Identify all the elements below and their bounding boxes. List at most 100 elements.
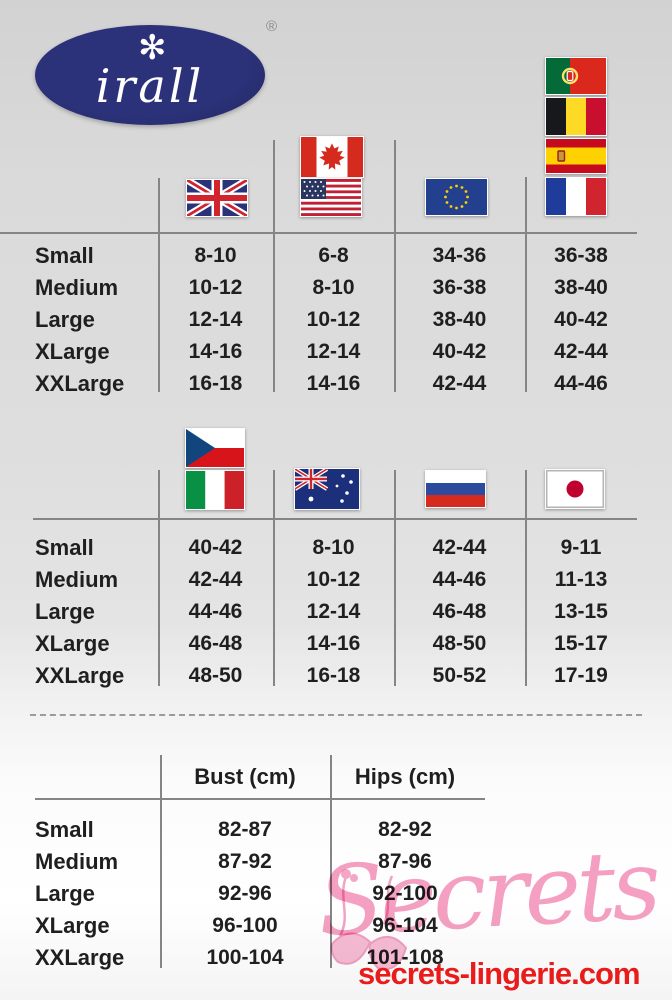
table1-header-line <box>0 232 637 234</box>
size-label: Medium <box>35 275 119 300</box>
flag-australia-icon <box>294 468 360 510</box>
size-value: 14-16 <box>188 340 243 363</box>
table-row: XXLarge 48-50 16-18 50-52 17-19 <box>0 660 672 692</box>
table1-divider <box>525 177 527 392</box>
size-value: 96-100 <box>212 914 278 937</box>
size-value: 17-19 <box>554 664 608 687</box>
table-row: XLarge 14-16 12-14 40-42 42-44 <box>0 336 672 368</box>
size-value: 42-44 <box>432 536 487 559</box>
table-row: Large 12-14 10-12 38-40 40-42 <box>0 304 672 336</box>
table-row: Small 8-10 6-8 34-36 36-38 <box>0 240 672 272</box>
table-row: XLarge 46-48 14-16 48-50 15-17 <box>0 628 672 660</box>
table2-divider <box>158 470 160 686</box>
flag-portugal-icon <box>545 57 607 95</box>
table-row: XXLarge 16-18 14-16 42-44 44-46 <box>0 368 672 400</box>
flag-canada-icon <box>300 136 364 178</box>
registered-trademark: ® <box>266 18 278 35</box>
size-value: 82-87 <box>218 818 272 841</box>
size-value: 42-44 <box>188 568 243 591</box>
size-value: 100-104 <box>206 946 284 969</box>
size-label: XLarge <box>35 631 110 656</box>
table3-divider <box>160 755 162 968</box>
table-row: Small 82-87 82-92 <box>0 814 672 846</box>
size-value: 8-10 <box>194 244 237 267</box>
table1-divider <box>273 140 275 392</box>
size-value: 12-14 <box>306 340 361 363</box>
size-value: 10-12 <box>306 308 361 331</box>
size-label: XXLarge <box>35 945 125 970</box>
size-value: 44-46 <box>432 568 487 591</box>
size-label: XXLarge <box>35 371 125 396</box>
size-value: 50-52 <box>432 664 487 687</box>
size-value: 96-104 <box>372 914 438 937</box>
size-value: 48-50 <box>188 664 243 687</box>
size-value: 36-38 <box>554 244 608 267</box>
size-value: 36-38 <box>432 276 487 299</box>
hips-header: Hips (cm) <box>354 764 456 789</box>
size-label: Large <box>35 307 95 332</box>
size-value: 82-92 <box>378 818 432 841</box>
size-label: Small <box>35 817 94 842</box>
table3-header-line <box>35 798 485 800</box>
size-value: 14-16 <box>306 372 361 395</box>
table1-divider <box>394 140 396 392</box>
size-value: 44-46 <box>188 600 243 623</box>
size-value: 87-96 <box>378 850 432 873</box>
size-value: 8-10 <box>312 536 355 559</box>
secrets-lingerie-url: secrets-lingerie.com <box>358 956 641 991</box>
size-value: 38-40 <box>432 308 487 331</box>
size-value: 40-42 <box>188 536 243 559</box>
size-value: 34-36 <box>432 244 487 267</box>
size-value: 16-18 <box>306 664 361 687</box>
size-value: 46-48 <box>188 632 243 655</box>
table-row: Medium 10-12 8-10 36-38 38-40 <box>0 272 672 304</box>
flag-belgium-icon <box>545 97 607 136</box>
table-row: Medium 87-92 87-96 <box>0 846 672 878</box>
bust-header: Bust (cm) <box>194 764 296 789</box>
size-value: 44-46 <box>554 372 608 395</box>
size-value: 16-18 <box>188 372 243 395</box>
size-label: XLarge <box>35 913 110 938</box>
dashed-divider <box>30 714 642 716</box>
size-value: 42-44 <box>554 340 608 363</box>
size-table-2: Small 40-42 8-10 42-44 9-11 Medium 42-44 10-12 4… <box>0 532 672 692</box>
size-label: XLarge <box>35 339 110 364</box>
size-value: 12-14 <box>188 308 243 331</box>
size-value: 10-12 <box>306 568 361 591</box>
size-value: 9-11 <box>560 536 602 559</box>
size-value: 13-15 <box>554 600 608 623</box>
size-table-1: Small 8-10 6-8 34-36 36-38 Medium 10-12 8-10 36-… <box>0 240 672 400</box>
size-label: Medium <box>35 567 119 592</box>
size-value: 8-10 <box>312 276 355 299</box>
flag-uk-icon <box>186 179 248 217</box>
table2-divider <box>525 470 527 686</box>
size-value: 46-48 <box>432 600 487 623</box>
table-row: Large 44-46 12-14 46-48 13-15 <box>0 596 672 628</box>
size-value: 87-92 <box>218 850 272 873</box>
table3-divider <box>330 755 332 968</box>
flower-asterisk-icon: ✻ <box>138 29 167 67</box>
size-value: 10-12 <box>188 276 243 299</box>
flag-russia-icon <box>425 470 486 508</box>
table-row: XLarge 96-100 96-104 <box>0 910 672 942</box>
flag-italy-icon <box>185 470 245 510</box>
size-value: 42-44 <box>432 372 487 395</box>
size-label: XXLarge <box>35 663 125 688</box>
size-value: 38-40 <box>554 276 608 299</box>
irall-logo: ✻ irall <box>35 25 265 125</box>
size-value: 48-50 <box>432 632 487 655</box>
size-value: 40-42 <box>432 340 487 363</box>
size-label: Large <box>35 881 95 906</box>
size-value: 12-14 <box>306 600 361 623</box>
size-label: Medium <box>35 849 119 874</box>
table2-divider <box>273 470 275 686</box>
flag-japan-icon <box>545 469 605 509</box>
table-row: Small 40-42 8-10 42-44 9-11 <box>0 532 672 564</box>
size-value: 6-8 <box>318 244 349 267</box>
flag-spain-icon <box>545 138 607 174</box>
flag-france-icon <box>545 177 607 216</box>
size-value: 11-13 <box>554 568 608 591</box>
size-value: 14-16 <box>306 632 361 655</box>
size-label: Large <box>35 599 95 624</box>
